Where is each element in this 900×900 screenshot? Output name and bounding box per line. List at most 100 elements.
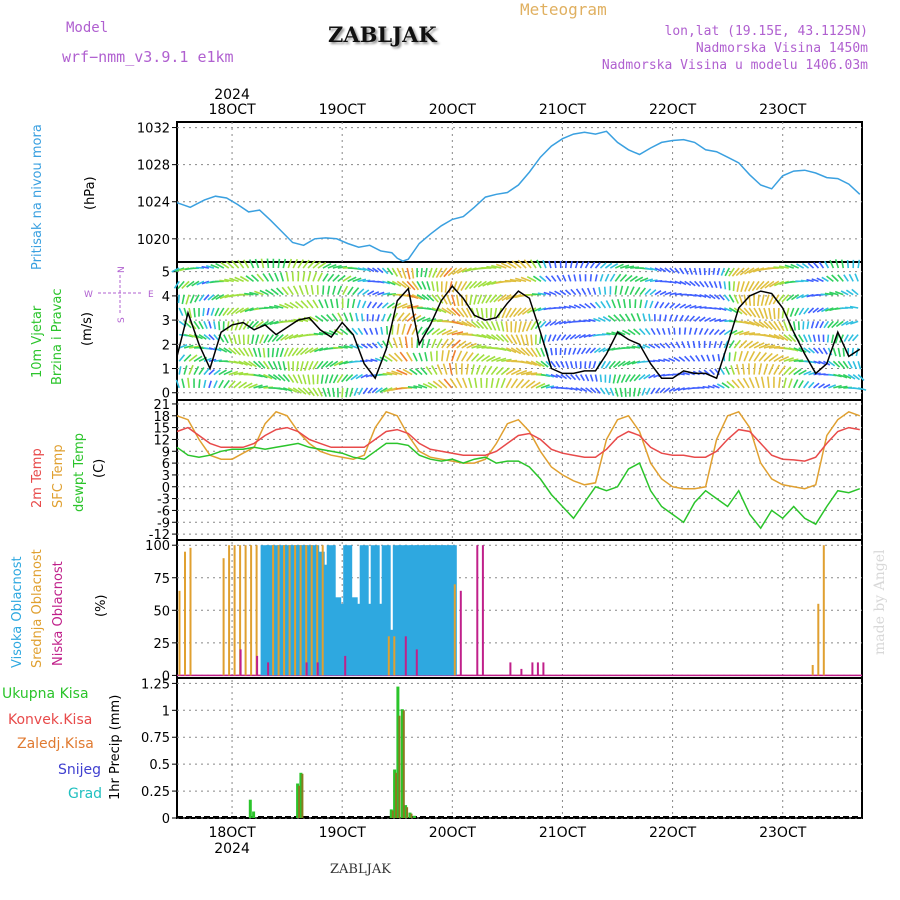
total-rain-bar xyxy=(412,815,416,818)
wind-arrow xyxy=(173,280,180,289)
wind-arrow xyxy=(758,363,763,375)
wind-arrow xyxy=(603,286,607,295)
wind-arrow xyxy=(515,347,526,356)
wind-arrow xyxy=(721,382,730,389)
wind-arrow xyxy=(656,328,661,335)
wind-arrow xyxy=(500,377,506,389)
low-cloud-bar xyxy=(509,662,512,676)
mid-cloud-bar xyxy=(305,545,308,676)
wind-arrow xyxy=(784,264,794,269)
wind-arrow xyxy=(223,334,229,344)
wind-arrow xyxy=(815,321,820,329)
wind-arrow xyxy=(225,261,235,269)
y-tick-label: 75 xyxy=(153,572,170,587)
wind-arrow xyxy=(486,265,497,269)
station-title: ZABLJAK xyxy=(328,22,437,47)
wind-arrow xyxy=(608,374,612,384)
wind-arrow xyxy=(302,374,307,385)
wind-arrow xyxy=(838,385,848,389)
wind-arrow xyxy=(228,334,233,344)
wind-arrow xyxy=(748,307,757,318)
wind-arrow xyxy=(266,258,270,269)
high-cloud-bar xyxy=(266,545,276,676)
y-tick-label: 1020 xyxy=(137,233,170,248)
y-tick-label: 0.5 xyxy=(149,758,170,773)
wind-arrow xyxy=(455,294,460,307)
low-cloud-bar xyxy=(481,545,484,676)
wind-arrow xyxy=(446,338,455,349)
wind-arrow xyxy=(187,377,190,388)
y-tick-label: 0 xyxy=(162,669,170,684)
wind-arrow xyxy=(639,277,649,283)
wind-arrow xyxy=(684,280,692,286)
freezing-rain-bar xyxy=(395,772,398,818)
wind-arrow xyxy=(274,272,280,282)
wind-arrow xyxy=(396,267,403,279)
wind-arrow xyxy=(345,374,354,382)
wind-arrow xyxy=(461,377,468,389)
wind-arrow xyxy=(793,359,803,363)
wind-arrow xyxy=(698,267,702,276)
wind-arrow xyxy=(374,327,379,335)
wind-arrow xyxy=(396,312,405,322)
wind-arrow xyxy=(313,332,324,336)
total-rain-bar xyxy=(393,769,397,818)
wind-arrow xyxy=(818,383,825,389)
wind-arrow xyxy=(681,341,686,349)
wind-arrow xyxy=(738,339,748,349)
mid-cloud-bar xyxy=(244,545,247,676)
wind-arrow xyxy=(659,301,665,309)
wind-arrow xyxy=(231,260,240,269)
wind-arrow xyxy=(481,294,488,304)
high-cloud-bar xyxy=(447,545,457,676)
wind-arrow xyxy=(829,291,839,296)
wind-arrow xyxy=(493,294,502,303)
wind-arrow xyxy=(219,293,230,300)
wind-arrow xyxy=(428,267,433,278)
wind-arrow xyxy=(420,367,428,376)
wind-arrow xyxy=(642,344,651,349)
wind-arrow xyxy=(801,293,809,299)
wind-arrow xyxy=(748,341,759,349)
wind-arrow xyxy=(351,298,356,309)
wind-arrow xyxy=(594,262,601,269)
wind-arrow xyxy=(778,355,790,362)
high-cloud-bar xyxy=(414,545,424,676)
y-tick-label: 4 xyxy=(162,290,170,305)
wind-arrow xyxy=(614,387,619,397)
wind-arrow xyxy=(505,347,517,354)
wind-arrow xyxy=(788,367,797,376)
wind-arrow xyxy=(245,275,255,283)
wind-arrow xyxy=(540,360,549,368)
wind-arrow xyxy=(203,357,212,363)
wind-arrow xyxy=(768,333,780,340)
wind-arrow xyxy=(203,294,210,301)
wind-arrow xyxy=(461,307,469,318)
wind-arrow xyxy=(361,300,367,309)
low-cloud-bar xyxy=(536,662,539,676)
wind-arrow xyxy=(292,374,299,384)
wind-arrow xyxy=(589,302,597,309)
wind-arrow xyxy=(230,321,235,331)
total-rain-bar xyxy=(299,772,303,818)
wind-arrow xyxy=(554,260,557,269)
wind-arrow xyxy=(847,334,854,342)
wind-arrow xyxy=(728,340,735,349)
wind-arrow xyxy=(337,265,348,269)
wind-arrow xyxy=(383,355,393,362)
wind-arrow xyxy=(826,334,830,343)
wind-arrow xyxy=(584,361,587,369)
y-tick-label: 100 xyxy=(145,539,170,554)
wind-arrow xyxy=(631,345,641,349)
wind-arrow xyxy=(843,274,849,282)
wind-arrow xyxy=(242,347,250,357)
compass-west: W xyxy=(84,290,93,300)
wind-arrow xyxy=(401,280,412,290)
wind-arrow xyxy=(446,307,457,316)
wind-arrow xyxy=(465,363,469,375)
wind-arrow xyxy=(213,359,222,363)
wind-arrow xyxy=(391,370,403,376)
wind-arrow xyxy=(441,338,449,349)
wind-arrow xyxy=(579,374,585,382)
wind-arrow xyxy=(620,264,630,269)
